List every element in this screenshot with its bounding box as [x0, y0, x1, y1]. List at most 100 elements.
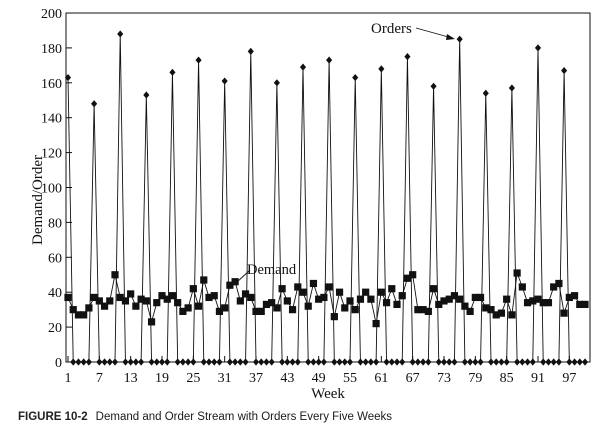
demand-series — [64, 269, 589, 328]
demand-point — [262, 300, 271, 309]
orders-annotation-leader — [415, 27, 453, 39]
demand-point — [414, 306, 422, 314]
orders-point — [482, 89, 489, 97]
figure-caption: FIGURE 10-2 Demand and Order Stream with … — [18, 411, 588, 423]
orders-point — [237, 358, 244, 366]
orders-point — [211, 358, 218, 366]
demand-point — [299, 288, 307, 296]
orders-point — [132, 358, 139, 366]
orders-point — [242, 358, 249, 366]
orders-point — [524, 358, 531, 366]
demand-point — [132, 302, 140, 310]
orders-point — [310, 358, 317, 366]
demand-point — [409, 271, 417, 279]
demand-point — [565, 293, 573, 302]
orders-point — [252, 358, 260, 366]
x-tick-label: 85 — [500, 371, 514, 386]
demand-point — [69, 306, 77, 314]
orders-point — [388, 358, 395, 366]
demand-point — [210, 292, 218, 300]
demand-point — [461, 302, 469, 310]
demand-point — [221, 304, 229, 312]
demand-point — [576, 300, 584, 309]
demand-point — [294, 283, 302, 291]
demand-point — [550, 283, 558, 291]
demand-point — [419, 306, 427, 314]
demand-point — [555, 279, 563, 288]
orders-point — [367, 358, 374, 366]
y-tick-label: 140 — [41, 112, 62, 127]
demand-point — [184, 304, 192, 312]
orders-point — [514, 358, 521, 366]
demand-annotation-leader — [235, 269, 251, 284]
demand-point — [215, 307, 224, 315]
demand-point — [471, 293, 479, 302]
demand-point — [158, 292, 166, 300]
x-tick-label: 7 — [96, 371, 103, 386]
demand-point — [581, 300, 589, 309]
orders-point — [493, 358, 500, 366]
orders-point — [247, 47, 254, 55]
orders-point — [258, 358, 265, 366]
orders-point — [216, 358, 223, 366]
orders-point — [195, 56, 202, 64]
orders-point — [378, 65, 385, 73]
orders-point — [111, 358, 119, 366]
demand-point — [304, 302, 312, 310]
orders-point — [540, 358, 547, 366]
x-tick-label: 31 — [218, 371, 232, 386]
demand-point — [85, 304, 93, 312]
orders-point — [200, 358, 207, 366]
demand-point — [231, 278, 239, 286]
demand-point — [424, 307, 432, 315]
orders-point — [185, 358, 192, 366]
orders-point — [64, 73, 72, 82]
orders-point — [326, 56, 333, 64]
demand-point — [508, 311, 516, 319]
x-tick-label: 67 — [406, 371, 420, 386]
demand-point — [90, 293, 98, 302]
y-tick-label: 80 — [48, 216, 62, 231]
demand-point — [226, 281, 234, 289]
orders-point — [430, 82, 437, 90]
figure-caption-text: Demand and Order Stream with Orders Ever… — [95, 411, 393, 423]
orders-point — [456, 35, 463, 43]
orders-point — [179, 358, 186, 366]
x-tick-label: 19 — [155, 371, 169, 386]
demand-point — [518, 283, 526, 291]
orders-point — [174, 358, 181, 366]
y-tick-label: 200 — [41, 7, 62, 22]
orders-point — [576, 358, 583, 366]
orders-point — [393, 358, 401, 366]
x-tick-label: 97 — [562, 371, 576, 386]
orders-point — [352, 73, 359, 82]
x-tick-label: 1 — [65, 371, 72, 386]
orders-point — [143, 91, 150, 99]
demand-point — [356, 295, 365, 303]
demand-point — [127, 290, 135, 298]
orders-point — [315, 358, 322, 366]
orders-point — [205, 358, 213, 366]
orders-point — [117, 30, 124, 38]
demand-point — [476, 293, 485, 302]
demand-point — [529, 297, 537, 305]
demand-point — [236, 297, 244, 305]
x-tick-label: 13 — [124, 371, 138, 386]
orders-point — [383, 358, 390, 366]
orders-point — [477, 358, 484, 366]
y-tick-label: 180 — [41, 42, 62, 57]
y-tick-label: 60 — [48, 251, 62, 266]
orders-point — [545, 358, 552, 366]
y-tick-label: 160 — [41, 77, 62, 92]
demand-point — [456, 295, 464, 303]
orders-point — [425, 358, 432, 366]
demand-point — [393, 300, 401, 309]
y-tick-label: 0 — [55, 356, 62, 371]
orders-point — [555, 358, 562, 366]
demand-point — [445, 295, 453, 303]
orders-annotation-label: Orders — [371, 21, 412, 37]
demand-point — [372, 320, 380, 328]
orders-point — [341, 358, 348, 366]
demand-point — [315, 295, 323, 303]
orders-point — [127, 358, 134, 366]
